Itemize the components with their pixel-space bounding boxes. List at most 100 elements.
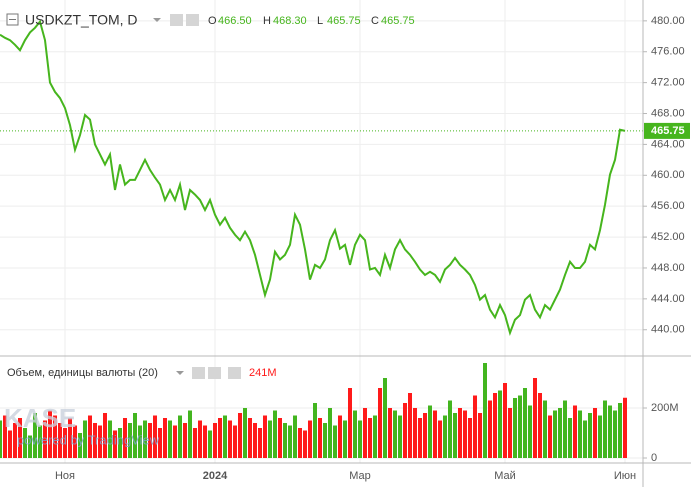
volume-bar xyxy=(333,425,337,458)
volume-bar xyxy=(608,405,612,458)
volume-bar xyxy=(88,415,92,458)
volume-bar xyxy=(83,420,87,458)
volume-bar xyxy=(133,413,137,458)
volume-bar xyxy=(288,425,292,458)
volume-bar xyxy=(78,433,82,458)
dropdown-icon[interactable] xyxy=(153,18,161,22)
volume-bar xyxy=(138,425,142,458)
volume-bar xyxy=(238,413,242,458)
volume-bar xyxy=(298,428,302,458)
volume-bar xyxy=(318,418,322,458)
y-tick-label: 464.00 xyxy=(651,138,685,150)
volume-bar xyxy=(38,425,42,458)
ohlc-value: 465.75 xyxy=(327,15,361,27)
volume-bar xyxy=(73,425,77,458)
volume-bar xyxy=(68,418,72,458)
watermark-logo: KASE xyxy=(4,403,76,433)
volume-bar xyxy=(353,410,357,458)
volume-bar xyxy=(8,430,12,458)
volume-bar xyxy=(388,408,392,458)
volume-bar xyxy=(123,418,127,458)
volume-bar xyxy=(573,405,577,458)
volume-bar xyxy=(423,413,427,458)
volume-bar xyxy=(263,415,267,458)
volume-bar xyxy=(623,397,627,458)
volume-bar xyxy=(473,395,477,458)
dropdown-icon[interactable] xyxy=(176,371,184,375)
volume-bar xyxy=(618,403,622,458)
volume-bar xyxy=(598,415,602,458)
volume-bar xyxy=(488,400,492,458)
volume-bar xyxy=(413,408,417,458)
ohlc-name: H xyxy=(263,15,271,27)
volume-bar xyxy=(403,403,407,458)
volume-bar xyxy=(418,418,422,458)
symbol-title: USDKZT_TOM, D xyxy=(25,12,138,28)
y-tick-label: 472.00 xyxy=(651,77,685,89)
volume-bar xyxy=(548,415,552,458)
volume-bar xyxy=(443,415,447,458)
x-tick-label: Ноя xyxy=(55,470,75,482)
volume-bar xyxy=(378,388,382,458)
volume-bar xyxy=(483,363,487,458)
volume-bar xyxy=(163,418,167,458)
y-tick-label: 456.00 xyxy=(651,200,685,212)
settings-icon[interactable] xyxy=(208,367,221,379)
eye-icon[interactable] xyxy=(170,14,183,26)
volume-bar xyxy=(478,413,482,458)
volume-bar xyxy=(613,410,617,458)
volume-bar xyxy=(113,430,117,458)
volume-bar xyxy=(278,418,282,458)
volume-bar xyxy=(348,388,352,458)
volume-bar xyxy=(13,423,17,458)
volume-bar xyxy=(593,408,597,458)
ohlc-value: 468.30 xyxy=(273,15,307,27)
volume-bar xyxy=(358,420,362,458)
volume-bar xyxy=(173,425,177,458)
y-tick-label: 444.00 xyxy=(651,293,685,305)
volume-bar xyxy=(458,408,462,458)
volume-bar xyxy=(538,393,542,458)
volume-bar xyxy=(93,423,97,458)
volume-bar xyxy=(178,415,182,458)
volume-bar xyxy=(198,420,202,458)
volume-bar xyxy=(453,413,457,458)
x-tick-label: Мар xyxy=(349,470,371,482)
volume-bar xyxy=(563,400,567,458)
volume-bar xyxy=(128,423,132,458)
volume-bar xyxy=(498,390,502,458)
y-tick-label: 448.00 xyxy=(651,262,685,274)
volume-bar xyxy=(533,378,537,458)
volume-bar xyxy=(528,405,532,458)
volume-bar xyxy=(558,408,562,458)
volume-bar xyxy=(373,415,377,458)
volume-bar xyxy=(268,420,272,458)
volume-bar xyxy=(48,410,52,458)
volume-bar xyxy=(63,428,67,458)
y-tick-label: 452.00 xyxy=(651,231,685,243)
volume-bar xyxy=(203,425,207,458)
remove-icon[interactable] xyxy=(228,367,241,379)
volume-bar xyxy=(3,415,7,458)
volume-bar xyxy=(243,408,247,458)
watermark-caption: powered by TradingView xyxy=(17,432,160,447)
volume-bar xyxy=(398,415,402,458)
eye-icon[interactable] xyxy=(192,367,205,379)
ohlc-value: 466.50 xyxy=(218,15,252,27)
x-tick-label: Июн xyxy=(614,470,636,482)
volume-bar xyxy=(513,398,517,458)
volume-bar xyxy=(293,415,297,458)
volume-bar xyxy=(248,418,252,458)
volume-bar xyxy=(23,428,27,458)
y-tick-label: 476.00 xyxy=(651,46,685,58)
price-line xyxy=(0,19,626,337)
ohlc-name: O xyxy=(208,15,217,27)
settings-icon[interactable] xyxy=(186,14,199,26)
volume-bar xyxy=(603,400,607,458)
volume-bar xyxy=(583,420,587,458)
volume-bar xyxy=(493,393,497,458)
volume-bar xyxy=(98,425,102,458)
ohlc-value: 465.75 xyxy=(381,15,415,27)
y-tick-label: 0 xyxy=(651,452,657,464)
